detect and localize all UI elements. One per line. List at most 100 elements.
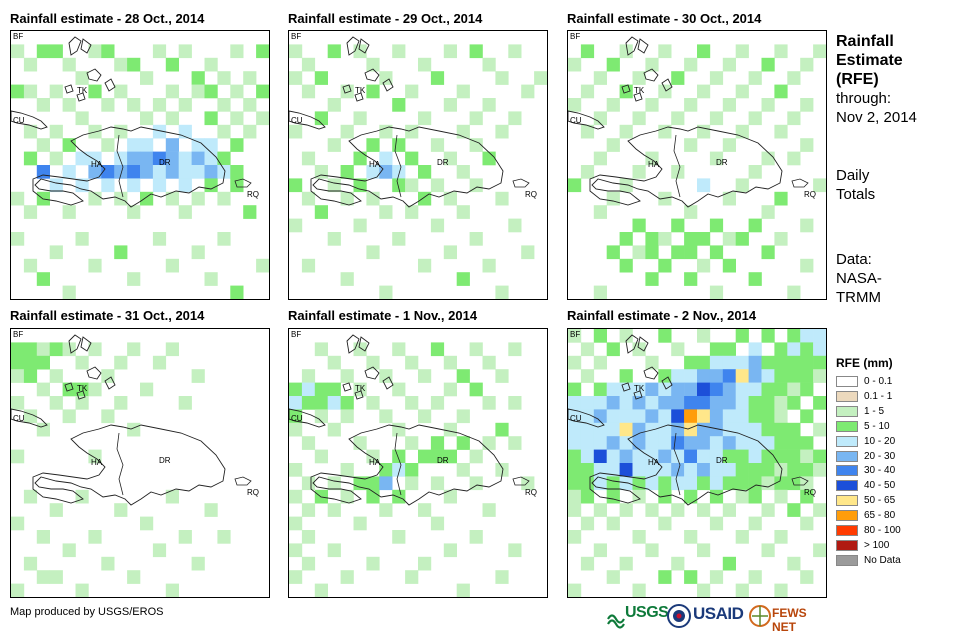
rainfall-cell	[430, 476, 445, 491]
rainfall-cell	[593, 71, 607, 85]
rainfall-cell	[443, 489, 457, 504]
rainfall-cell	[353, 342, 367, 357]
rainfall-cell	[709, 409, 724, 424]
rainfall-cell	[301, 151, 316, 166]
rainfall-cell	[49, 396, 63, 410]
legend-label: 1 - 5	[864, 405, 885, 417]
rainfall-cell	[469, 232, 483, 246]
rainfall-cell	[340, 570, 354, 584]
haiti-dr-border	[673, 432, 681, 496]
rainfall-cell	[418, 111, 432, 126]
rainfall-cell	[88, 84, 102, 99]
rainfall-cell	[217, 530, 231, 544]
rainfall-cell	[684, 57, 698, 72]
rainfall-cell	[49, 151, 63, 166]
rainfall-cell	[735, 463, 749, 477]
panel-title: Rainfall estimate - 29 Oct., 2014	[288, 11, 483, 26]
rainfall-cell	[289, 178, 303, 193]
legend-swatch	[836, 450, 858, 462]
rainfall-cell	[645, 503, 659, 517]
rainfall-cell	[774, 436, 788, 450]
rainfall-cell	[62, 409, 76, 424]
rainfall-cell	[456, 205, 470, 219]
rainfall-cell	[774, 232, 788, 246]
rainfall-cell	[568, 583, 582, 597]
rainfall-cell	[748, 422, 762, 437]
rainfall-cell	[430, 138, 445, 152]
map-title-line: Rainfall	[836, 33, 894, 50]
rainfall-cell	[632, 449, 646, 464]
rainfall-cell	[735, 409, 749, 424]
rainfall-cell	[469, 111, 483, 126]
rainfall-cell	[443, 543, 457, 558]
rainfall-cell	[301, 258, 316, 273]
rainfall-cell	[671, 382, 685, 397]
island-outline	[621, 84, 643, 102]
rainfall-cell	[456, 369, 470, 383]
rainfall-cell	[774, 422, 788, 437]
rainfall-cell	[658, 436, 672, 450]
rainfall-cell	[632, 165, 646, 179]
rainfall-cell	[761, 409, 775, 424]
rainfall-cell	[301, 84, 316, 99]
rainfall-cell	[787, 503, 801, 517]
rainfall-cell	[748, 489, 762, 504]
rainfall-cell	[301, 57, 316, 72]
rainfall-cell	[75, 71, 89, 85]
rainfall-cell	[813, 449, 826, 464]
rainfall-cell	[230, 285, 244, 299]
rainfall-cell	[495, 570, 509, 584]
rainfall-cell	[191, 191, 205, 206]
rainfall-cell	[671, 449, 685, 464]
rainfall-cell	[619, 232, 633, 246]
rainfall-cell	[443, 151, 457, 166]
rainfall-cell	[619, 84, 633, 99]
rainfall-cell	[178, 151, 192, 166]
rainfall-cell	[327, 382, 341, 397]
rainfall-cell	[813, 178, 826, 193]
rainfall-cell	[619, 369, 633, 383]
usaid-logo: USAID	[693, 603, 747, 629]
rainfall-cell	[593, 111, 607, 126]
rainfall-cell	[593, 436, 607, 450]
legend-label: 0.1 - 1	[864, 391, 893, 403]
rainfall-cell	[606, 396, 620, 410]
rainfall-cell	[75, 151, 89, 166]
rainfall-cell	[774, 355, 788, 370]
rainfall-cell	[366, 245, 380, 260]
rainfall-cell	[684, 489, 698, 504]
bahamas-outline	[346, 334, 370, 354]
cuba-outline	[568, 408, 605, 428]
rainfall-cell	[243, 71, 257, 85]
rainfall-cell	[101, 138, 115, 152]
legend-label: No Data	[864, 554, 901, 566]
rainfall-cell	[127, 57, 141, 72]
legend-item: 1 - 5	[836, 405, 885, 420]
rainfall-cell	[735, 396, 749, 410]
rainfall-cell	[243, 205, 257, 219]
rainfall-cell	[49, 369, 63, 383]
rainfall-cell	[353, 111, 367, 126]
hispaniola-outline	[310, 126, 504, 208]
rainfall-cell	[645, 476, 659, 491]
map-panel: BF CU TK HA DR RQ	[10, 30, 270, 300]
place-label-dr: DR	[159, 158, 171, 167]
rainfall-cell	[671, 71, 685, 85]
rainfall-cell	[62, 543, 76, 558]
rainfall-cell	[392, 178, 406, 193]
rainfall-cell	[645, 382, 659, 397]
rainfall-cell	[593, 422, 607, 437]
rainfall-cell	[178, 44, 192, 59]
rainfall-cell	[127, 205, 141, 219]
rainfall-cell	[761, 369, 775, 383]
panel-title: Rainfall estimate - 28 Oct., 2014	[10, 11, 205, 26]
rainfall-cell	[301, 369, 316, 383]
rainfall-cell	[88, 191, 102, 206]
rainfall-cell	[456, 409, 470, 424]
rainfall-cell	[722, 476, 736, 491]
rainfall-cell	[392, 98, 406, 112]
rainfall-cell	[787, 556, 801, 571]
rainfall-cell	[787, 449, 801, 464]
rainfall-cell	[748, 272, 762, 286]
rainfall-cell	[243, 98, 257, 112]
